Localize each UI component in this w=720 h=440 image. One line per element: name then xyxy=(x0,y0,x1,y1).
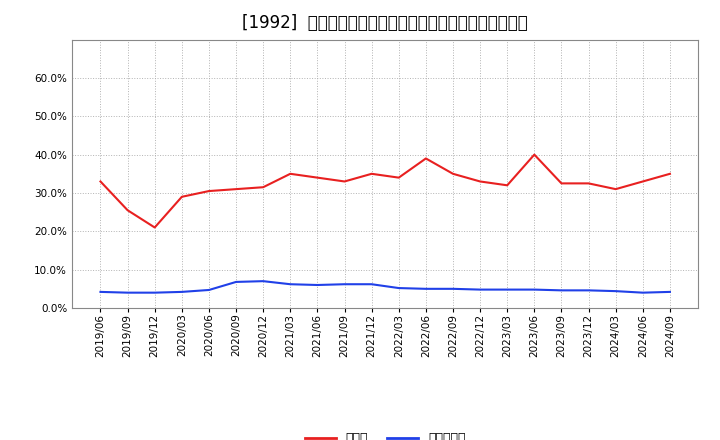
Title: [1992]  現預金、有利子負債の総資産に対する比率の推移: [1992] 現預金、有利子負債の総資産に対する比率の推移 xyxy=(243,15,528,33)
Legend: 現預金, 有利子負債: 現預金, 有利子負債 xyxy=(300,427,471,440)
